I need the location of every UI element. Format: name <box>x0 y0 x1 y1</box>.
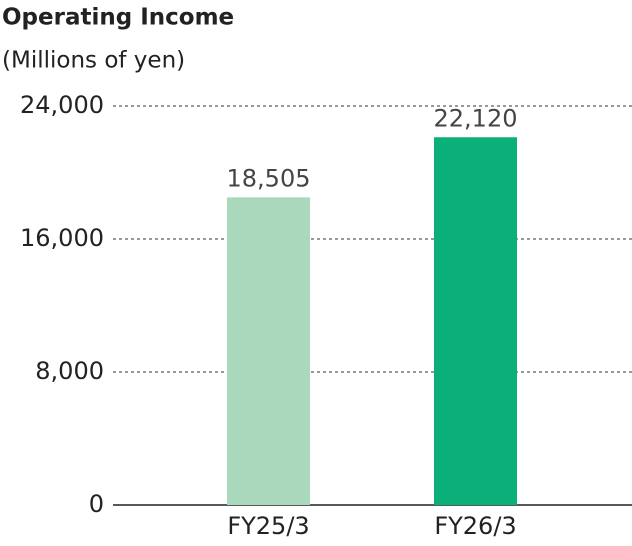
bar <box>227 197 310 505</box>
value-label: 18,505 <box>227 164 311 192</box>
chart-title: Operating Income <box>2 5 234 31</box>
chart-subtitle: (Millions of yen) <box>2 48 185 74</box>
x-tick-label: FY26/3 <box>434 512 516 540</box>
y-tick-label: 8,000 <box>35 357 104 385</box>
y-tick-label: 16,000 <box>20 224 104 252</box>
x-tick-label: FY25/3 <box>227 512 309 540</box>
value-label: 22,120 <box>434 104 518 132</box>
y-tick-label: 24,000 <box>20 91 104 119</box>
y-tick-label: 0 <box>89 490 104 518</box>
bar <box>434 137 517 505</box>
